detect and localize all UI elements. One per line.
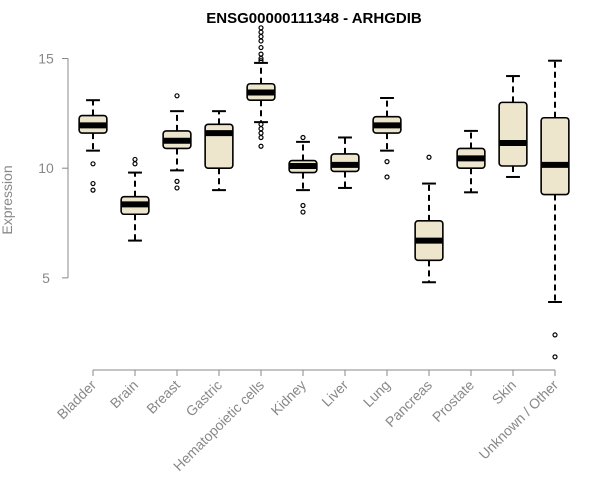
outlier-point: [258, 55, 264, 62]
outlier-point: [384, 159, 390, 165]
chart-title: ENSG00000111348 - ARHGDIB: [206, 10, 422, 27]
x-tick-label: Breast: [143, 377, 183, 417]
y-tick-label: 10: [38, 160, 54, 176]
outlier-point: [258, 44, 264, 51]
outlier-point: [300, 134, 306, 141]
outlier-point: [174, 185, 180, 191]
outlier-point: [90, 180, 96, 187]
iqr-box: [540, 116, 570, 196]
y-axis: 5 10 15: [38, 51, 69, 286]
outlier-point: [384, 174, 390, 180]
box-pancreas: [414, 154, 444, 284]
outlier-point: [258, 58, 264, 64]
outlier-point: [258, 130, 264, 136]
y-tick-label: 5: [42, 270, 50, 286]
outlier-point: [426, 154, 432, 160]
outlier-point: [300, 202, 306, 209]
box-gastric: [204, 110, 234, 192]
outlier-point: [552, 354, 558, 360]
outlier-point: [90, 187, 96, 193]
box-breast: [162, 93, 192, 191]
box-skin: [498, 75, 528, 178]
y-axis-label: Expression: [0, 165, 15, 234]
box-liver: [330, 136, 360, 189]
iqr-box: [498, 101, 528, 167]
outlier-point: [132, 161, 138, 167]
x-tick-label: Unknown / Other: [476, 377, 562, 463]
plot-area: [78, 25, 570, 360]
box-bladder: [78, 99, 108, 193]
outlier-point: [258, 38, 264, 44]
x-tick-label: Kidney: [268, 377, 310, 419]
x-tick-label: Lung: [360, 377, 393, 410]
outlier-point: [258, 29, 264, 35]
x-tick-label: Skin: [489, 377, 520, 408]
x-tick-label: Pancreas: [382, 377, 435, 430]
outlier-point: [552, 332, 558, 338]
box-kidney: [288, 134, 318, 215]
x-tick-label: Prostate: [429, 377, 477, 425]
outlier-point: [132, 156, 138, 163]
outlier-point: [258, 126, 264, 132]
box-hematopoietic-cells: [246, 25, 276, 149]
outlier-point: [258, 134, 264, 141]
outlier-point: [300, 209, 306, 215]
outlier-point: [258, 33, 264, 40]
x-tick-label: Bladder: [54, 377, 100, 423]
outlier-point: [174, 93, 180, 99]
x-tick-label: Liver: [318, 377, 351, 410]
outlier-point: [258, 143, 264, 149]
outlier-point: [90, 161, 96, 167]
box-prostate: [456, 129, 486, 194]
x-tick-label: Brain: [107, 377, 141, 411]
box-unknown-other: [540, 59, 570, 360]
outlier-point: [174, 178, 180, 184]
box-brain: [120, 156, 150, 242]
outlier-point: [258, 51, 264, 57]
box-lung: [372, 97, 402, 180]
y-tick-label: 15: [38, 51, 54, 67]
outlier-point: [258, 121, 264, 127]
